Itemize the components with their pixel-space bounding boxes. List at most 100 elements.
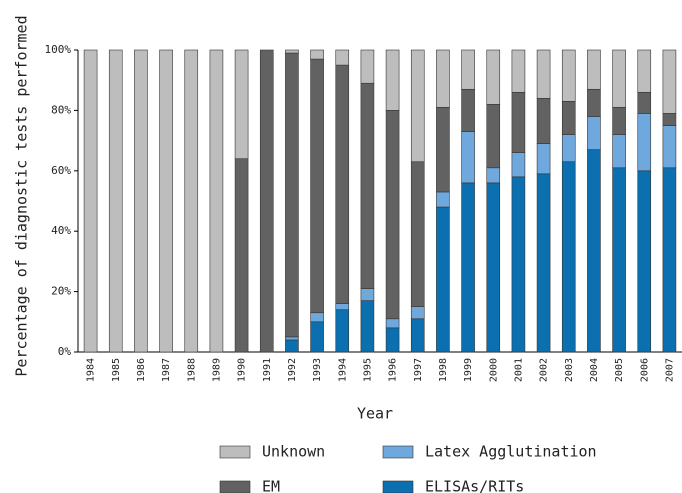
bar-segment <box>410 306 425 320</box>
x-tick-label: 1995 <box>362 358 373 382</box>
bar-segment <box>285 52 299 338</box>
x-tick-label: 1991 <box>262 358 273 382</box>
bar-segment <box>461 131 475 184</box>
bar-segment <box>335 309 350 353</box>
bar-segment <box>310 321 324 353</box>
bar-segment <box>234 158 249 353</box>
y-tick-label: 20% <box>51 285 71 298</box>
y-tick-label: 100% <box>45 43 72 56</box>
bar-segment <box>285 49 299 54</box>
y-axis-title: Percentage of diagnostic tests performed <box>13 15 31 376</box>
bar-segment <box>536 143 551 175</box>
x-tick-label: 1984 <box>86 358 97 382</box>
bar-segment <box>587 149 601 353</box>
bar-segment <box>410 161 425 308</box>
bar-segment <box>536 98 551 144</box>
bar-segment <box>310 58 324 314</box>
bar-segment <box>360 49 375 84</box>
bar-segment <box>335 303 350 311</box>
bar-segment <box>310 49 324 60</box>
bar-segment <box>410 49 425 163</box>
bar-segment <box>511 49 526 93</box>
x-tick-label: 2003 <box>564 358 575 382</box>
bar-segment <box>184 49 199 353</box>
bar-segment <box>461 49 475 90</box>
bar-segment <box>385 327 400 353</box>
bar-segment <box>436 191 450 208</box>
bar-segment <box>511 152 526 178</box>
bar-segment <box>486 49 501 105</box>
y-tick-label: 0% <box>58 345 72 358</box>
x-tick-label: 1996 <box>388 358 399 382</box>
legend-swatch <box>219 445 251 459</box>
bar-segment <box>612 134 626 169</box>
x-tick-label: 2005 <box>614 358 625 382</box>
y-tick-label: 60% <box>51 164 71 177</box>
x-tick-label: 2000 <box>488 358 499 382</box>
bar-segment <box>511 91 526 153</box>
bar-segment <box>637 91 652 114</box>
legend-swatch <box>382 445 414 459</box>
x-tick-label: 1997 <box>413 358 424 382</box>
bar-segment <box>436 49 450 108</box>
legend-swatch <box>219 480 251 493</box>
y-tick-label: 80% <box>51 103 71 116</box>
x-tick-label: 1985 <box>111 358 122 382</box>
bar-segment <box>587 116 601 150</box>
bar-segment <box>385 318 400 329</box>
bar-segment <box>360 288 375 301</box>
x-tick-label: 2002 <box>539 358 550 382</box>
x-tick-label: 2007 <box>664 358 675 382</box>
legend-label: Latex Agglutination <box>425 443 597 461</box>
bar-segment <box>134 49 148 353</box>
bar-segment <box>285 339 299 353</box>
bar-segment <box>637 49 652 93</box>
bar-segment <box>461 88 475 132</box>
x-tick-label: 1992 <box>287 358 298 382</box>
x-tick-label: 1993 <box>312 358 323 382</box>
bar-segment <box>83 49 98 353</box>
x-tick-label: 1986 <box>136 358 147 382</box>
bar-segment <box>285 336 299 341</box>
bar-segment <box>234 49 249 160</box>
x-tick-label: 2001 <box>513 358 524 382</box>
bar-segment <box>436 206 450 353</box>
bar-segment <box>662 125 677 169</box>
x-tick-label: 2004 <box>589 358 600 382</box>
bar-segment <box>587 49 601 90</box>
bar-segment <box>662 113 677 126</box>
bar-segment <box>637 113 652 172</box>
bar-segment <box>159 49 173 353</box>
bar-segment <box>662 49 677 114</box>
bar-segment <box>310 312 324 323</box>
bar-segment <box>335 64 350 304</box>
x-tick-label: 1999 <box>463 358 474 382</box>
bar-segment <box>385 110 400 320</box>
bar-segment <box>561 161 576 353</box>
x-tick-label: 1988 <box>186 358 197 382</box>
bar-segment <box>410 318 425 353</box>
bar-segment <box>561 49 576 102</box>
bar-segment <box>637 170 652 353</box>
legend-label: Unknown <box>262 443 325 461</box>
bar-segment <box>486 167 501 184</box>
bar-segment <box>612 167 626 353</box>
x-axis-title: Year <box>357 405 393 423</box>
x-tick-label: 1987 <box>161 358 172 382</box>
bar-segment <box>335 49 350 66</box>
bar-segment <box>561 101 576 135</box>
bar-segment <box>536 49 551 99</box>
bar-segment <box>587 88 601 117</box>
bar-segment <box>385 49 400 111</box>
legend-label: EM <box>262 478 280 493</box>
bar-segment <box>536 173 551 353</box>
bar-segment <box>209 49 224 353</box>
bar-segment <box>436 107 450 193</box>
bar-segment <box>612 49 626 108</box>
bar-segment <box>360 300 375 353</box>
x-tick-label: 1990 <box>237 358 248 382</box>
bar-segment <box>486 104 501 169</box>
bar-segment <box>511 176 526 353</box>
bar-segment <box>486 182 501 353</box>
